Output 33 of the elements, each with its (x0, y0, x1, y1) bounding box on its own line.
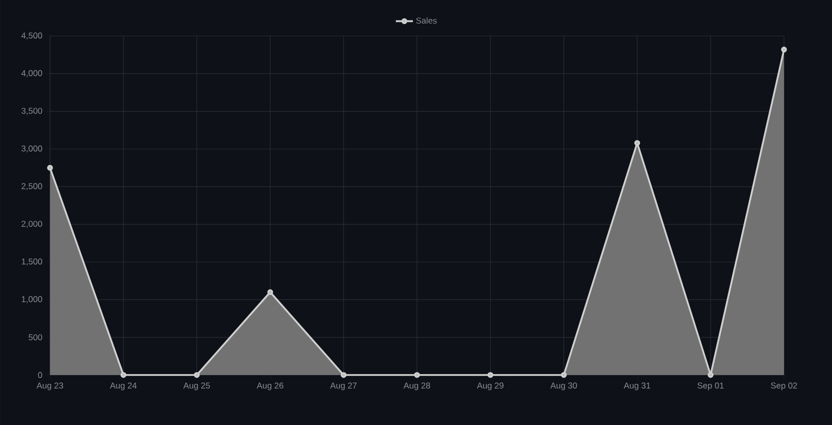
y-tick-label: 3,000 (22, 145, 42, 152)
y-tick-label: 4,000 (21, 70, 42, 78)
legend-label: Sales (416, 17, 437, 24)
point (267, 289, 274, 296)
point (340, 372, 347, 378)
y-tick-label: 0 (38, 372, 42, 378)
y-tick-label: 1,500 (22, 258, 42, 266)
point (708, 372, 714, 378)
y-tick-label: 2,000 (22, 220, 42, 228)
x-tick-label: Aug 29 (476, 382, 504, 390)
y-tick-label: 1,000 (22, 296, 42, 304)
point (634, 140, 640, 146)
point (488, 372, 494, 378)
y-tick-label: 500 (28, 334, 42, 340)
point (560, 372, 567, 378)
x-tick-label: Aug 31 (624, 382, 650, 390)
point (120, 372, 126, 378)
point (781, 46, 787, 52)
x-tick-label: Aug 24 (110, 382, 137, 390)
x-tick-label: Aug 27 (330, 382, 357, 390)
x-tick-label: Aug 23 (36, 382, 64, 390)
x-tick-label: Sep 01 (698, 382, 724, 390)
y-tick-label: 2,500 (22, 183, 42, 190)
x-tick-label: Aug 30 (550, 382, 577, 390)
x-tick-label: Aug 26 (256, 382, 284, 390)
y-tick-label: 4,500 (21, 32, 42, 40)
x-tick-label: Sep 02 (770, 382, 798, 390)
point (194, 372, 200, 378)
point (414, 372, 420, 378)
point (47, 164, 53, 171)
x-tick-label: Aug 28 (404, 382, 430, 390)
x-tick-label: Aug 25 (183, 382, 210, 390)
y-tick-label: 3,500 (22, 108, 42, 115)
